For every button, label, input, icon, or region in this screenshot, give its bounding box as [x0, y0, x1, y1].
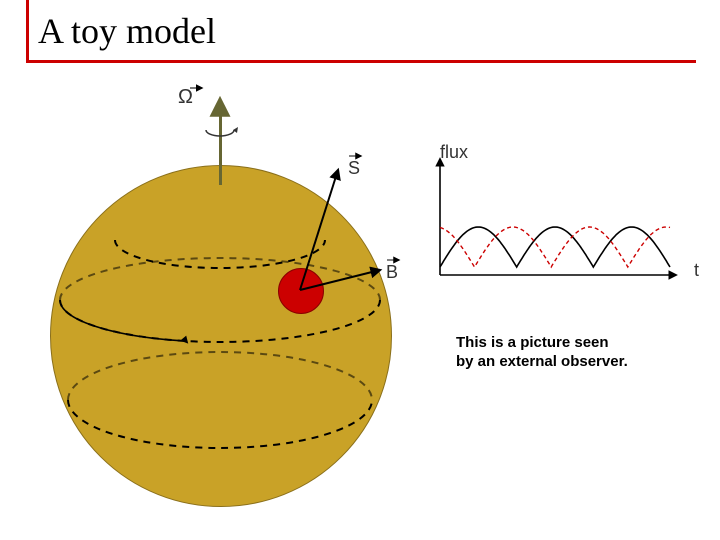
- s-vector-label: S: [348, 158, 360, 179]
- diagram-overlay: [0, 0, 720, 540]
- caption-line1: This is a picture seen: [456, 334, 609, 351]
- t-axis-label: t: [694, 260, 699, 281]
- b-vector-label: B: [386, 262, 398, 283]
- flux-axis-label: flux: [440, 142, 468, 163]
- caption-line2: by an external observer.: [456, 353, 628, 370]
